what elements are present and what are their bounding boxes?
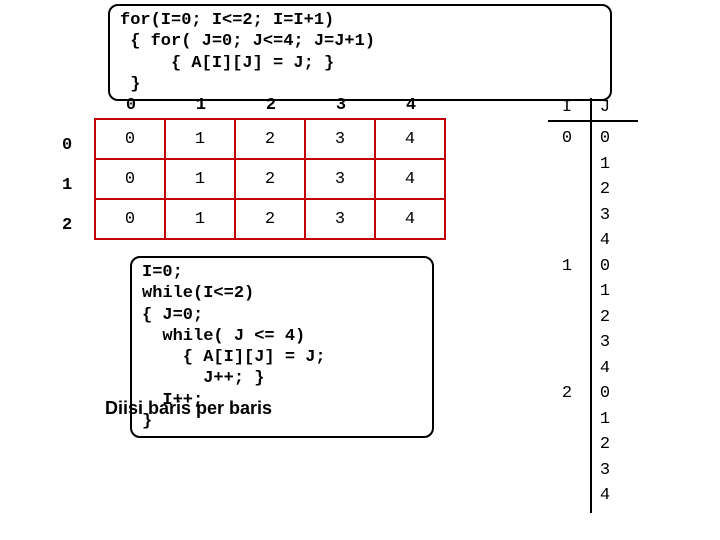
trace-val: 0 (586, 381, 624, 407)
cell: 2 (235, 159, 305, 199)
col-header: 3 (306, 96, 376, 115)
row-label: 1 (62, 166, 72, 206)
row-label: 2 (62, 206, 72, 246)
trace-val (548, 458, 586, 484)
trace-val: 1 (548, 254, 586, 280)
col-header: 4 (376, 96, 446, 115)
trace-col-J: 0 1 2 3 4 0 1 2 3 4 0 1 2 3 4 (586, 126, 624, 509)
cell: 0 (95, 159, 165, 199)
cell: 4 (375, 159, 445, 199)
table-row: 0 1 2 3 4 (95, 119, 445, 159)
trace-val: 2 (586, 305, 624, 331)
trace-val (548, 305, 586, 331)
trace-val (548, 177, 586, 203)
trace-val: 3 (586, 203, 624, 229)
trace-val: 4 (586, 356, 624, 382)
trace-val: 0 (586, 126, 624, 152)
trace-body: 0 1 2 0 1 2 3 4 0 1 2 3 4 0 1 2 3 4 (548, 126, 624, 509)
code-line: for(I=0; I<=2; I=I+1) (120, 11, 334, 30)
code-block-for-loop: for(I=0; I<=2; I=I+1) { for( J=0; J<=4; … (108, 4, 612, 101)
array-row-labels: 0 1 2 (62, 126, 72, 246)
trace-hline (548, 120, 638, 122)
trace-header: I J (548, 98, 624, 120)
trace-val: 4 (586, 483, 624, 509)
trace-val: 3 (586, 458, 624, 484)
trace-val (548, 152, 586, 178)
trace-val (548, 330, 586, 356)
trace-val: 2 (586, 177, 624, 203)
cell: 2 (235, 199, 305, 239)
trace-val (548, 356, 586, 382)
trace-val: 1 (586, 279, 624, 305)
table-row: 0 1 2 3 4 (95, 199, 445, 239)
trace-val (548, 203, 586, 229)
trace-val: 1 (586, 407, 624, 433)
col-header: 2 (236, 96, 306, 115)
code-line: { A[I][J] = J; (142, 348, 326, 367)
cell: 0 (95, 119, 165, 159)
trace-val: 0 (586, 254, 624, 280)
cell: 1 (165, 159, 235, 199)
cell: 0 (95, 199, 165, 239)
code-line: { for( J=0; J<=4; J=J+1) (120, 32, 375, 51)
cell: 1 (165, 119, 235, 159)
trace-val: 1 (586, 152, 624, 178)
cell: 1 (165, 199, 235, 239)
trace-val: 2 (586, 432, 624, 458)
trace-val (548, 407, 586, 433)
row-label: 0 (62, 126, 72, 166)
trace-val (548, 432, 586, 458)
trace-val: 0 (548, 126, 586, 152)
cell: 3 (305, 119, 375, 159)
code-line: while(I<=2) (142, 284, 254, 303)
caption-text: Diisi baris per baris (105, 398, 272, 419)
array-col-headers: 0 1 2 3 4 (96, 96, 446, 115)
cell: 3 (305, 199, 375, 239)
code-line: I=0; (142, 263, 183, 282)
trace-table: I J (548, 98, 624, 120)
code-line: J++; } (142, 369, 264, 388)
trace-val: 2 (548, 381, 586, 407)
table-row: 0 1 2 3 4 (95, 159, 445, 199)
trace-val: 4 (586, 228, 624, 254)
code-line: } (120, 75, 140, 94)
array-table: 0 1 2 3 4 0 1 2 3 4 0 1 2 3 4 (94, 118, 446, 240)
trace-col-I: 0 1 2 (548, 126, 586, 509)
code-line: { A[I][J] = J; } (120, 54, 334, 73)
code-line: { J=0; (142, 306, 203, 325)
code-line: while( J <= 4) (142, 327, 305, 346)
col-header: 1 (166, 96, 236, 115)
cell: 3 (305, 159, 375, 199)
cell: 4 (375, 199, 445, 239)
trace-header-I: I (548, 98, 586, 120)
trace-val (548, 228, 586, 254)
cell: 2 (235, 119, 305, 159)
trace-val: 3 (586, 330, 624, 356)
trace-val (548, 279, 586, 305)
trace-val (548, 483, 586, 509)
col-header: 0 (96, 96, 166, 115)
cell: 4 (375, 119, 445, 159)
